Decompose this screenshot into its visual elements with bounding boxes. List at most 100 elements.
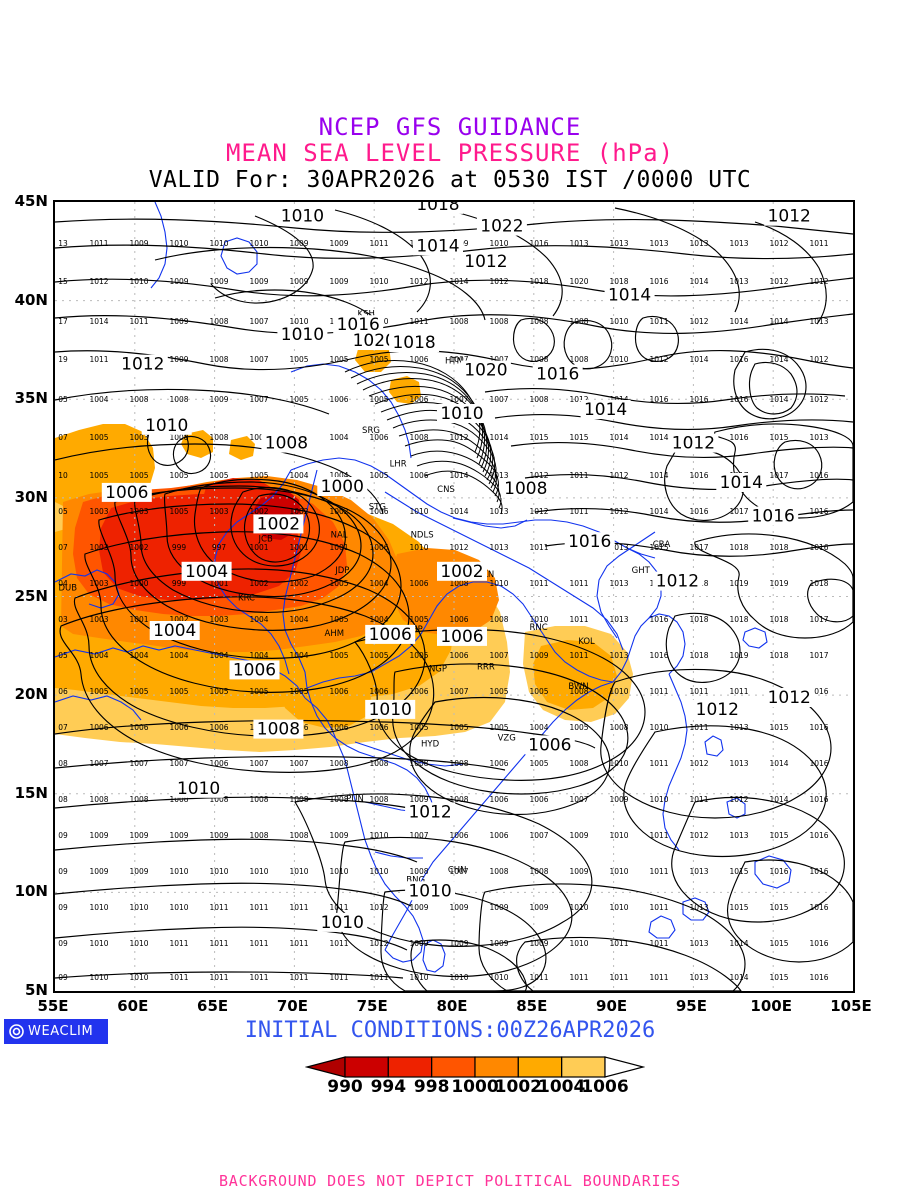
svg-text:1011: 1011	[529, 579, 548, 588]
svg-text:1006: 1006	[489, 831, 508, 840]
svg-text:1014: 1014	[649, 471, 668, 480]
svg-text:1018: 1018	[769, 651, 788, 660]
svg-text:1006: 1006	[105, 483, 148, 503]
page-title-variable: MEAN SEA LEVEL PRESSURE (hPa)	[225, 139, 675, 168]
svg-text:1015: 1015	[769, 973, 788, 982]
lon-tick-95E: 95E	[675, 997, 707, 1015]
svg-text:1006: 1006	[329, 687, 348, 696]
svg-text:1008: 1008	[489, 867, 508, 876]
contour-label: 1010	[405, 881, 456, 901]
weaclim-logo-text: WEACLIM	[28, 1024, 94, 1039]
svg-text:1008: 1008	[209, 795, 228, 804]
lat-tick-25N: 25N	[14, 586, 48, 605]
svg-text:1015: 1015	[769, 903, 788, 912]
svg-text:1013: 1013	[649, 239, 668, 248]
svg-text:1009: 1009	[409, 939, 428, 948]
svg-text:1010: 1010	[369, 277, 388, 286]
colorbar-tick-1002: 1002	[494, 1077, 542, 1097]
lat-tick-15N: 15N	[14, 783, 48, 802]
svg-text:1011: 1011	[649, 831, 668, 840]
svg-text:1010: 1010	[329, 867, 348, 876]
svg-text:1014: 1014	[489, 433, 508, 442]
svg-text:1005: 1005	[209, 687, 228, 696]
svg-text:1010: 1010	[281, 207, 324, 227]
svg-text:1011: 1011	[169, 939, 188, 948]
svg-text:1003: 1003	[89, 543, 108, 552]
lon-tick-90E: 90E	[596, 997, 628, 1015]
svg-text:1011: 1011	[289, 973, 308, 982]
svg-text:1004: 1004	[185, 562, 228, 582]
svg-text:999: 999	[172, 579, 187, 588]
weaclim-logo[interactable]: WEACLIM	[4, 1019, 108, 1044]
contour-label: 1002	[437, 561, 487, 582]
city-label-htn: HTN	[445, 357, 463, 367]
svg-text:1005: 1005	[369, 355, 388, 364]
svg-text:1011: 1011	[569, 973, 588, 982]
svg-text:1013: 1013	[689, 903, 708, 912]
svg-text:1008: 1008	[569, 687, 588, 696]
svg-text:1007: 1007	[409, 831, 428, 840]
svg-text:09: 09	[58, 939, 68, 948]
svg-text:1009: 1009	[569, 831, 588, 840]
svg-text:1010: 1010	[209, 239, 228, 248]
svg-text:1006: 1006	[409, 355, 428, 364]
svg-text:1002: 1002	[249, 579, 268, 588]
svg-text:1011: 1011	[809, 239, 828, 248]
svg-text:1015: 1015	[769, 433, 788, 442]
svg-text:1015: 1015	[529, 433, 548, 442]
svg-text:1008: 1008	[289, 831, 308, 840]
svg-text:1011: 1011	[609, 973, 628, 982]
svg-text:1008: 1008	[529, 317, 548, 326]
svg-text:999: 999	[172, 543, 187, 552]
svg-text:1009: 1009	[449, 903, 468, 912]
contour-label: 1006	[437, 626, 487, 647]
svg-text:1009: 1009	[169, 355, 188, 364]
svg-text:1011: 1011	[129, 317, 148, 326]
svg-text:1016: 1016	[752, 507, 795, 527]
svg-text:1002: 1002	[289, 579, 308, 588]
svg-text:1005: 1005	[129, 687, 148, 696]
svg-text:1009: 1009	[289, 277, 308, 286]
city-label-bng: BNG	[406, 876, 425, 886]
svg-text:1009: 1009	[209, 831, 228, 840]
svg-text:1010: 1010	[449, 973, 468, 982]
svg-text:1016: 1016	[769, 867, 788, 876]
svg-text:1010: 1010	[289, 867, 308, 876]
svg-text:1018: 1018	[392, 333, 435, 353]
svg-text:1015: 1015	[729, 867, 748, 876]
svg-text:1010: 1010	[129, 903, 148, 912]
svg-text:1000: 1000	[129, 579, 148, 588]
svg-text:1008: 1008	[169, 433, 188, 442]
mslp-contour-map: 13 1011 1009 1010 1010 1010 1009 1009 1011 101…	[55, 202, 853, 991]
city-label-rnc: RNC	[529, 623, 547, 633]
city-label-ksh: KSH	[358, 309, 375, 319]
svg-text:1014: 1014	[608, 286, 651, 306]
weaclim-circle-icon	[9, 1024, 24, 1039]
svg-text:07: 07	[58, 723, 68, 732]
svg-text:1010: 1010	[321, 913, 364, 933]
contour-label: 1014	[716, 473, 767, 493]
contour-label: 1012	[117, 354, 168, 375]
svg-text:1010: 1010	[369, 831, 388, 840]
svg-text:1002: 1002	[289, 507, 308, 516]
svg-text:1007: 1007	[449, 355, 468, 364]
svg-text:1005: 1005	[89, 433, 108, 442]
svg-text:1010: 1010	[609, 355, 628, 364]
svg-text:1010: 1010	[169, 867, 188, 876]
title-block: NCEP GFS GUIDANCE MEAN SEA LEVEL PRESSUR…	[0, 114, 900, 192]
svg-text:1018: 1018	[769, 543, 788, 552]
svg-text:05: 05	[58, 651, 68, 660]
contour-label: 1010	[365, 699, 416, 720]
svg-text:08: 08	[58, 795, 68, 804]
svg-text:1013: 1013	[689, 973, 708, 982]
svg-text:1008: 1008	[449, 317, 468, 326]
svg-text:1005: 1005	[529, 687, 548, 696]
svg-text:1012: 1012	[769, 277, 788, 286]
svg-text:1013: 1013	[489, 507, 508, 516]
svg-text:1013: 1013	[689, 939, 708, 948]
svg-text:1014: 1014	[769, 355, 788, 364]
svg-text:1007: 1007	[169, 759, 188, 768]
svg-text:19: 19	[58, 355, 68, 364]
svg-text:1011: 1011	[89, 239, 108, 248]
